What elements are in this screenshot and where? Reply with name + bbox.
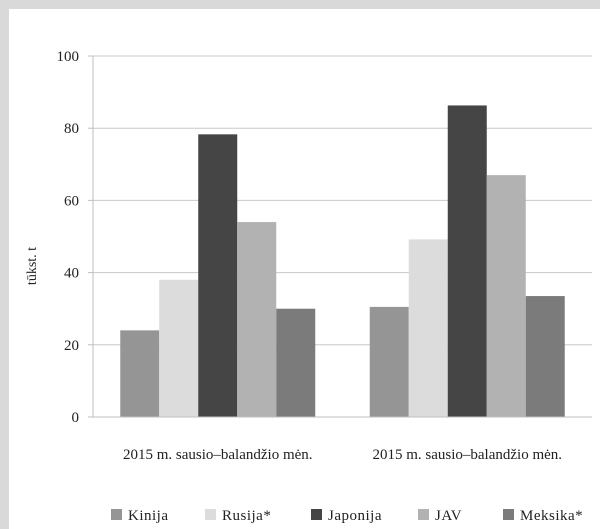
x-category-label: 2015 m. sausio–balandžio mėn. [372, 447, 562, 463]
legend-label: Japonija [328, 508, 382, 524]
legend-swatch [111, 509, 122, 520]
bar-rusija-0 [159, 279, 199, 417]
y-tick-label: 40 [64, 266, 79, 282]
legend-label: Kinija [128, 508, 169, 524]
bar-kinija-0 [120, 330, 160, 417]
x-category-labels: 2015 m. sausio–balandžio mėn. 2015 m. sau… [123, 447, 562, 463]
bar-rusija-1 [408, 239, 448, 417]
legend-label: Rusija* [222, 508, 271, 524]
bar-jav-0 [237, 222, 277, 417]
legend-swatch [503, 509, 514, 520]
bar-meksika-0 [276, 308, 316, 417]
bar-japonija-1 [447, 105, 487, 417]
y-tick-label: 0 [72, 410, 80, 426]
y-tick-labels: 0 20 40 60 80 100 [57, 49, 80, 426]
x-category-label: 2015 m. sausio–balandžio mėn. [123, 447, 313, 463]
y-tick-label: 100 [57, 49, 80, 65]
legend: Kinija Rusija* Japonija JAV Meksika* [111, 508, 583, 524]
y-axis-label: tūkst. t [25, 247, 40, 285]
legend-label: JAV [435, 508, 462, 524]
y-tick-label: 20 [64, 338, 79, 354]
bar-japonija-0 [198, 134, 238, 417]
legend-swatch [205, 509, 216, 520]
bars [120, 105, 565, 417]
y-tick-label: 80 [64, 121, 79, 137]
bar-kinija-1 [369, 306, 409, 417]
bar-meksika-1 [525, 296, 565, 417]
y-tick-label: 60 [64, 193, 79, 209]
legend-label: Meksika* [520, 508, 583, 524]
bar-jav-1 [486, 175, 526, 417]
legend-swatch [418, 509, 429, 520]
legend-swatch [311, 509, 322, 520]
